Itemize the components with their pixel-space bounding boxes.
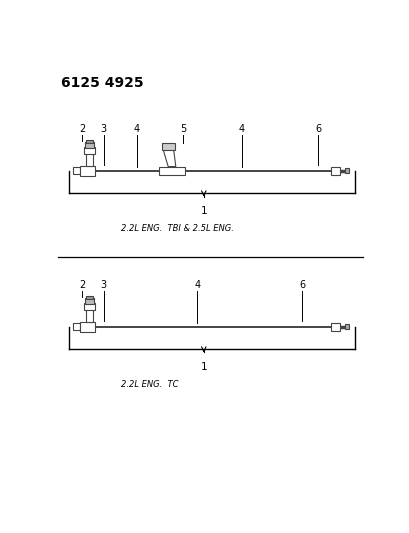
Bar [84, 303, 94, 310]
Bar [86, 309, 93, 322]
Bar [73, 324, 80, 330]
Bar [86, 296, 92, 299]
Bar [330, 322, 339, 330]
Bar [345, 168, 348, 173]
Text: 3: 3 [100, 280, 106, 290]
Bar [84, 147, 94, 154]
Polygon shape [163, 149, 175, 166]
Text: 2: 2 [79, 280, 85, 290]
Bar [345, 324, 348, 329]
Bar [80, 322, 94, 332]
Text: 6125 4925: 6125 4925 [61, 76, 143, 90]
Text: 1: 1 [200, 361, 207, 372]
Text: 2.2L ENG.  TC: 2.2L ENG. TC [121, 380, 178, 389]
Text: 2.2L ENG.  TBI & 2.5L ENG.: 2.2L ENG. TBI & 2.5L ENG. [121, 224, 234, 233]
Text: 2: 2 [79, 124, 85, 134]
Bar [86, 140, 92, 143]
Bar [330, 166, 339, 175]
Bar [162, 143, 174, 150]
Text: 6: 6 [315, 124, 320, 134]
Text: 1: 1 [200, 206, 207, 215]
Bar [80, 166, 94, 175]
Text: 4: 4 [134, 124, 140, 134]
Bar [85, 298, 93, 304]
Bar [85, 142, 93, 148]
Text: 3: 3 [100, 124, 106, 134]
Text: 6: 6 [299, 280, 305, 290]
Bar [86, 154, 93, 166]
Bar [73, 167, 80, 174]
Bar [159, 166, 184, 175]
Text: 5: 5 [180, 124, 186, 134]
Text: 4: 4 [194, 280, 200, 290]
Text: 4: 4 [238, 124, 244, 134]
